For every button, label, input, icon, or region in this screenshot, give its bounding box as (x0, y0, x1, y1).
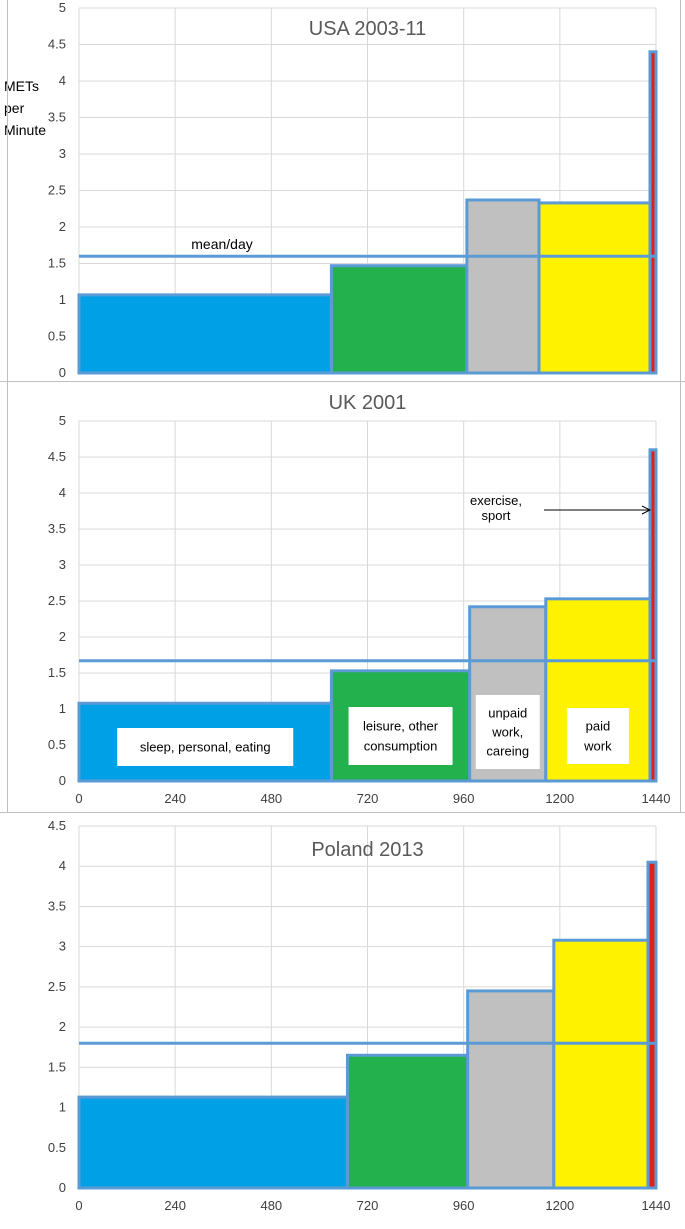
annotation-text: exercise, (470, 493, 522, 508)
bar-exercise (646, 860, 658, 1190)
bar-leisure (345, 1053, 470, 1190)
bar-label-unpaid: unpaid work, careing (486, 706, 529, 759)
chart-panel-usa: 00.511.522.533.544.550240480720960120014… (0, 0, 685, 382)
y-tick-label: 3 (59, 557, 66, 572)
x-tick-label: 1200 (545, 1198, 574, 1213)
chart-panel-poland: 0 0.5 1 1.5 2 2.5 3 3.5 4 4.5 0 240 480 720 960 1200 144… (0, 814, 685, 1229)
y-tick-label: 0.5 (48, 737, 66, 752)
x-tick-label: 1440 (642, 1198, 671, 1213)
bar-label-paid-line: paid (586, 719, 611, 734)
bar-exercise (648, 448, 658, 783)
mean-label: mean/day (191, 236, 252, 252)
y-tick-label: 3.5 (48, 521, 66, 536)
x-tick-label: 960 (453, 1198, 475, 1213)
y-tick-label: 2.5 (48, 183, 66, 198)
bar-label-leisure-line: leisure, other (363, 719, 439, 734)
x-tick-label: 720 (357, 791, 379, 806)
x-tick-label: 720 (357, 1198, 379, 1213)
y-tick-label: 5 (59, 0, 66, 15)
y-tick-label: 1.5 (48, 665, 66, 680)
panel-divider (0, 812, 685, 813)
y-axis-label: METs (4, 78, 39, 94)
x-tick-label: 240 (164, 1198, 186, 1213)
bar-exercise (648, 50, 658, 375)
chart-uk: 0 0.5 1 1.5 2 2.5 3 3.5 4 4.5 5 0 240 480 720 960 1200 14… (48, 392, 671, 806)
bar-label-unpaid-line: careing (486, 744, 529, 759)
y-tick-label: 2.5 (48, 593, 66, 608)
y-tick-label: 1.5 (48, 256, 66, 271)
y-tick-label: 3 (59, 146, 66, 161)
bar-leisure (329, 264, 469, 375)
y-tick-label: 2 (59, 629, 66, 644)
chart-title: UK 2001 (329, 392, 407, 414)
y-tick-label: 0 (59, 773, 66, 788)
y-tick-label: 4 (59, 485, 66, 500)
panel-border (680, 382, 681, 812)
annotation-text: sport (482, 508, 511, 523)
panel-border (7, 0, 8, 382)
bar-label-leisure-line: consumption (364, 739, 438, 754)
x-tick-label: 480 (260, 791, 282, 806)
y-tick-label: 1 (59, 292, 66, 307)
bar-label-box (348, 707, 453, 765)
panel-divider (0, 381, 685, 382)
chart-panel-uk: 0 0.5 1 1.5 2 2.5 3 3.5 4 4.5 5 0 240 480 720 960 1200 14… (0, 382, 685, 812)
bar-label-paid-line: work (583, 739, 612, 754)
y-tick-label: 0.5 (48, 1140, 66, 1155)
y-tick-label: 1 (59, 701, 66, 716)
arrow-head-icon (641, 505, 652, 515)
x-tick-label: 960 (453, 791, 475, 806)
bar-paid (552, 938, 650, 1190)
bar-label-paid: paid work (583, 719, 612, 754)
bar-label-unpaid-line: work, (491, 725, 523, 740)
x-tick-label: 240 (164, 791, 186, 806)
y-tick-label: 4.5 (48, 449, 66, 464)
x-tick-label: 0 (75, 1198, 82, 1213)
y-tick-label: 0 (59, 1180, 66, 1195)
y-axis-label: per (4, 100, 25, 116)
x-tick-label: 480 (260, 1198, 282, 1213)
bar-label-box (475, 695, 540, 769)
bar-label-box (117, 728, 294, 766)
y-tick-label: 4.5 (48, 37, 66, 52)
y-tick-label: 4 (59, 73, 66, 88)
y-tick-label: 2 (59, 1019, 66, 1034)
y-tick-label: 0.5 (48, 329, 66, 344)
bar-label-unpaid-line: unpaid (488, 706, 527, 721)
bar-unpaid (466, 989, 556, 1190)
y-tick-label: 2 (59, 219, 66, 234)
y-tick-label: 2.5 (48, 979, 66, 994)
y-tick-label: 1.5 (48, 1059, 66, 1074)
bar-sleep (77, 1095, 349, 1190)
y-tick-label: 5 (59, 413, 66, 428)
bar-sleep (77, 293, 333, 375)
chart-title: Poland 2013 (311, 839, 423, 861)
bar-label-leisure: leisure, other consumption (363, 719, 439, 754)
y-tick-label: 0 (59, 365, 66, 380)
x-tick-label: 1200 (545, 791, 574, 806)
panel-border (7, 382, 8, 812)
y-axis-label: Minute (4, 122, 46, 138)
y-tick-label: 3.5 (48, 110, 66, 125)
bar-label-sleep: sleep, personal, eating (140, 740, 271, 755)
bar-unpaid (465, 198, 541, 375)
y-tick-label: 1 (59, 1100, 66, 1115)
chart-usa: 00.511.522.533.544.550240480720960120014… (4, 0, 658, 380)
bar-label-box (566, 708, 629, 764)
chart-poland: 0 0.5 1 1.5 2 2.5 3 3.5 4 4.5 0 240 480 720 960 1200 144… (48, 818, 671, 1213)
x-tick-label: 1440 (642, 791, 671, 806)
bar-paid (537, 201, 652, 375)
y-tick-label: 3 (59, 939, 66, 954)
y-tick-label: 4 (59, 858, 66, 873)
x-tick-label: 0 (75, 791, 82, 806)
y-tick-label: 4.5 (48, 818, 66, 833)
panel-border (680, 0, 681, 382)
y-tick-label: 3.5 (48, 898, 66, 913)
bar-label-sleep-line: sleep, personal, eating (140, 740, 271, 755)
chart-title: USA 2003-11 (309, 18, 427, 40)
